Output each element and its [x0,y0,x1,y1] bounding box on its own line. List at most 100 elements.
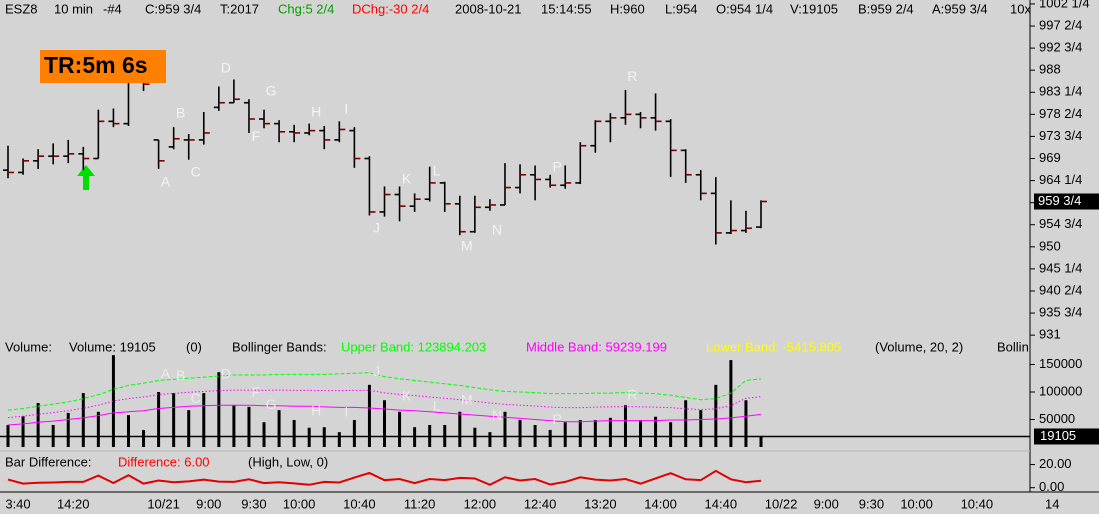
annotation-letter: K [402,171,412,187]
header-text: Chg:5 2/4 [278,1,334,16]
annotation-letter: J [373,219,380,235]
difference-tick-label: 0.00 [1039,479,1064,494]
volume-bar [142,429,146,447]
price-tick-label: 983 1/4 [1039,84,1082,99]
annotation-letter: R [627,68,637,84]
volume-tick-label: 100000 [1039,383,1082,398]
signal-arrow [77,165,95,190]
annotation-letter: N [492,222,502,238]
volume-bar [488,432,492,447]
price-tick-label: 940 2/4 [1039,282,1082,297]
x-tick-label: 11:20 [404,496,436,511]
annotation-letter: P [552,411,561,427]
volume-bar [81,393,85,447]
volume-bar [307,427,311,447]
annotation-letter: G [266,396,277,412]
header-text: 15:14:55 [541,1,592,16]
difference-line [7,469,762,486]
x-tick-label: 14:20 [57,496,90,511]
annotation-letter: H [311,104,321,120]
annotation-letter: M [461,238,473,254]
volume-bar [277,410,281,447]
volume-bar [548,429,552,447]
x-tick-label: 3:40 [5,496,30,511]
header-text: C:959 3/4 [145,1,201,16]
volume-bar [217,372,221,447]
volume-bar [337,432,341,447]
volume-bar [714,384,718,447]
annotation-letter: D [221,60,231,76]
annotation-letter: A [161,366,171,382]
x-tick-label: 9:00 [814,496,839,511]
x-tick-label: 10/21 [147,496,180,511]
bollinger-band [7,389,762,419]
annotation-letter: F [252,128,261,144]
x-tick-label: 10:40 [343,496,376,511]
x-tick-label: 14:40 [705,496,738,511]
volume-bar [759,436,763,447]
x-tick-label: 13:20 [584,496,617,511]
tr-box [40,50,166,83]
annotation-letter: G [266,83,277,99]
price-tick-label: 950 [1039,238,1061,253]
bollinger-band [7,404,762,426]
header-text: Upper Band: 123894.203 [341,339,486,354]
annotation-letter: D [221,366,231,382]
current-price-box [1034,193,1099,210]
volume-bar [699,410,703,447]
volume-bar [563,422,567,447]
header-text: Difference: 6.00 [118,454,210,469]
header-text: L:954 [665,1,698,16]
volume-bar [111,355,115,447]
volume-bar [744,400,748,447]
price-tick-label: 931 [1039,327,1061,342]
header-text: DChg:-30 2/4 [352,1,429,16]
volume-bar [292,420,296,447]
price-tick-label: 992 3/4 [1039,40,1082,55]
header-text: T:2017 [220,1,259,16]
annotation-letter: M [461,392,473,408]
header-text: Volume: 19105 [69,339,156,354]
price-tick-label: 935 3/4 [1039,304,1082,319]
header-text: Bollinger Bands: [232,339,327,354]
price-tick-label: 1002 1/4 [1039,0,1090,10]
volume-bar [518,420,522,447]
x-tick-label: 14:00 [644,496,677,511]
volume-tick-label: 50000 [1039,411,1075,426]
annotation-letter: L [433,398,441,414]
x-tick-label: 9:30 [241,496,266,511]
price-tick-label: 973 3/4 [1039,128,1082,143]
current-price-label: 959 3/4 [1038,193,1081,208]
annotation-letter: J [373,363,380,379]
volume-tick-label: 150000 [1039,356,1082,371]
volume-bar [654,416,658,447]
x-tick-label: 12:00 [464,496,497,511]
annotation-letter: B [176,367,185,383]
tr-box-text: TR:5m 6s [44,52,148,78]
header-text: ESZ8 [5,1,38,16]
volume-bar [187,410,191,447]
volume-bar [623,405,627,447]
volume-bar [729,360,733,447]
volume-bar [398,411,402,447]
annotation-letter: H [311,403,321,419]
header-text: (Volume, 20, 2) [875,339,963,354]
header-text: (High, Low, 0) [248,454,328,469]
price-tick-label: 945 1/4 [1039,260,1082,275]
price-tick-label: 954 3/4 [1039,216,1082,231]
volume-bar [503,411,507,447]
annotation-letter: P [552,159,561,175]
volume-bar [458,411,462,447]
volume-bar [608,417,612,447]
volume-bar [684,400,688,447]
volume-bar [96,411,100,447]
volume-bar [157,392,161,447]
header-text: Middle Band: 59239.199 [526,339,667,354]
header-text: Bar Difference: [5,454,91,469]
volume-bar [383,400,386,447]
x-tick-label: 10:00 [900,496,933,511]
price-tick-label: 997 2/4 [1039,17,1082,32]
volume-bar [36,403,40,447]
volume-bar [578,420,582,447]
